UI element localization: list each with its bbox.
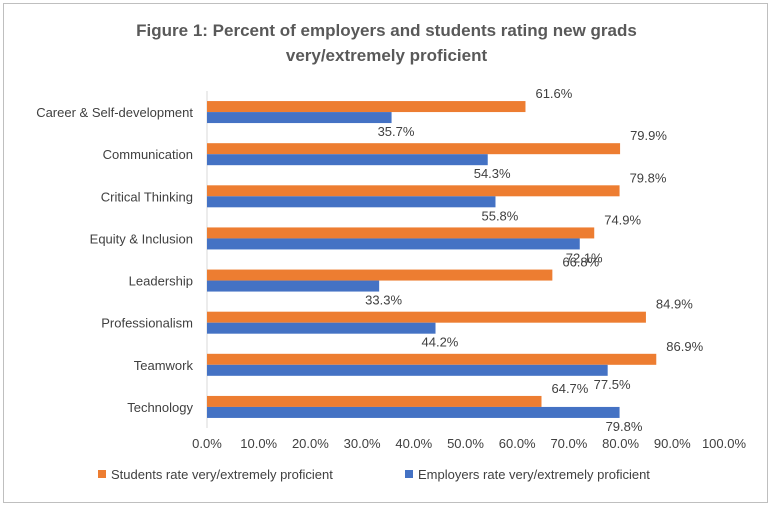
students-bar [207,101,526,113]
employers-value-label: 33.3% [365,293,402,308]
students-value-label: 84.9% [656,297,693,312]
students-bar [207,143,621,155]
employers-bar [207,406,620,418]
employers-value-label: 77.5% [594,377,631,392]
employers-value-label: 55.8% [481,208,518,223]
students-value-label: 74.9% [604,212,641,227]
legend-swatch-employers [405,470,413,478]
x-tick-label: 20.0% [292,436,329,451]
students-bar [207,311,646,323]
employers-value-label: 54.3% [474,166,511,181]
employers-value-label: 35.7% [378,124,415,139]
employers-bar [207,154,488,166]
students-bar [207,185,620,197]
students-bar [207,395,542,407]
category-label: Leadership [129,274,193,289]
x-tick-label: 70.0% [550,436,587,451]
category-label: Equity & Inclusion [90,231,193,246]
students-value-label: 79.8% [630,170,667,185]
employers-bar [207,280,380,292]
students-value-label: 86.9% [666,339,703,354]
x-tick-label: 0.0% [192,436,222,451]
students-bar [207,353,657,365]
employers-value-label: 44.2% [422,335,459,350]
category-label: Communication [103,147,193,162]
students-value-label: 79.9% [630,128,667,143]
x-tick-label: 40.0% [395,436,432,451]
category-label: Critical Thinking [101,189,193,204]
chart-frame [3,3,768,503]
legend-label-students: Students rate very/extremely proficient [111,467,333,482]
chart-title-line-1: Figure 1: Percent of employers and stude… [136,21,637,40]
employers-bar [207,322,436,334]
students-bar [207,227,595,239]
employers-bar [207,364,608,376]
legend-label-employers: Employers rate very/extremely proficient [418,467,650,482]
category-label: Technology [127,400,193,415]
x-tick-label: 60.0% [499,436,536,451]
category-label: Teamwork [134,358,194,373]
chart-title: Figure 1: Percent of employers and stude… [0,18,773,68]
employers-value-label: 79.8% [606,419,643,434]
x-tick-label: 30.0% [344,436,381,451]
employers-bar [207,196,496,208]
x-tick-label: 80.0% [602,436,639,451]
students-value-label: 61.6% [535,86,572,101]
x-tick-label: 10.0% [240,436,277,451]
category-label: Professionalism [101,316,193,331]
employers-bar [207,238,580,250]
category-label: Career & Self-development [36,105,193,120]
employers-bar [207,112,392,124]
students-value-label: 66.8% [562,255,599,270]
students-bar [207,269,553,281]
x-tick-label: 50.0% [447,436,484,451]
students-value-label: 64.7% [551,381,588,396]
chart-title-line-2: very/extremely proficient [285,46,488,65]
employers-value-label: 72.1% [566,250,603,265]
legend-swatch-students [98,470,106,478]
x-tick-label: 100.0% [702,436,747,451]
x-tick-label: 90.0% [654,436,691,451]
